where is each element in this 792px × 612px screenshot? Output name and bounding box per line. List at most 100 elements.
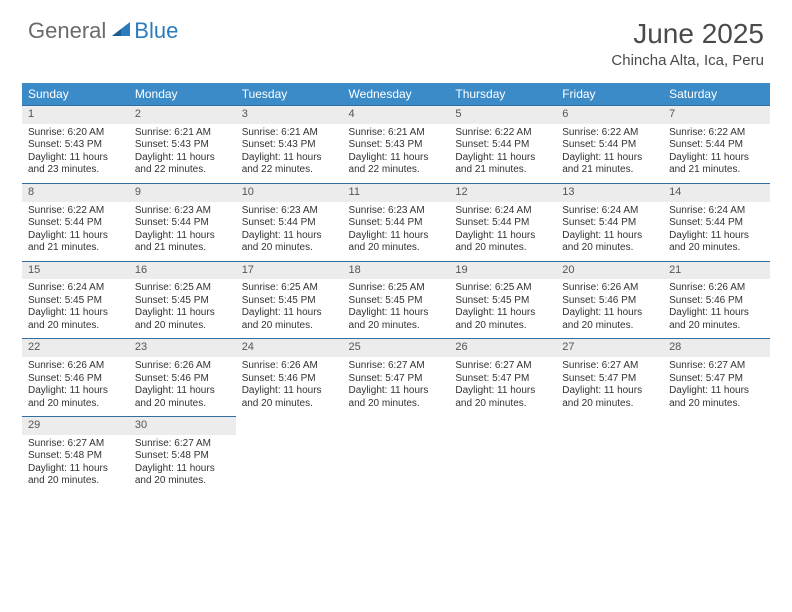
month-title: June 2025: [611, 18, 764, 50]
daylight-line: Daylight: 11 hours and 20 minutes.: [349, 307, 444, 332]
day-body: Sunrise: 6:25 AMSunset: 5:45 PMDaylight:…: [343, 279, 450, 338]
calendar-day-cell: 3Sunrise: 6:21 AMSunset: 5:43 PMDaylight…: [236, 105, 343, 183]
daylight-line: Daylight: 11 hours and 20 minutes.: [28, 463, 123, 488]
sunset-line: Sunset: 5:47 PM: [455, 373, 550, 386]
daylight-line: Daylight: 11 hours and 21 minutes.: [669, 152, 764, 177]
sunset-line: Sunset: 5:43 PM: [135, 139, 230, 152]
sunrise-line: Sunrise: 6:23 AM: [242, 205, 337, 218]
day-number: 4: [343, 105, 450, 124]
daylight-line: Daylight: 11 hours and 20 minutes.: [562, 230, 657, 255]
calendar-day-cell: 26Sunrise: 6:27 AMSunset: 5:47 PMDayligh…: [449, 338, 556, 416]
daylight-line: Daylight: 11 hours and 20 minutes.: [669, 385, 764, 410]
daylight-line: Daylight: 11 hours and 22 minutes.: [242, 152, 337, 177]
day-number: 23: [129, 338, 236, 357]
sunset-line: Sunset: 5:43 PM: [349, 139, 444, 152]
daylight-line: Daylight: 11 hours and 21 minutes.: [28, 230, 123, 255]
day-body: Sunrise: 6:27 AMSunset: 5:47 PMDaylight:…: [663, 357, 770, 416]
sunset-line: Sunset: 5:47 PM: [349, 373, 444, 386]
calendar: SundayMondayTuesdayWednesdayThursdayFrid…: [22, 83, 770, 494]
sunset-line: Sunset: 5:45 PM: [349, 295, 444, 308]
weekday-header: Tuesday: [236, 83, 343, 105]
day-body: Sunrise: 6:21 AMSunset: 5:43 PMDaylight:…: [129, 124, 236, 183]
calendar-day-cell: 22Sunrise: 6:26 AMSunset: 5:46 PMDayligh…: [22, 338, 129, 416]
day-number: 2: [129, 105, 236, 124]
daylight-line: Daylight: 11 hours and 21 minutes.: [135, 230, 230, 255]
daylight-line: Daylight: 11 hours and 20 minutes.: [669, 230, 764, 255]
calendar-day-cell: [449, 416, 556, 494]
sunrise-line: Sunrise: 6:25 AM: [135, 282, 230, 295]
title-block: June 2025 Chincha Alta, Ica, Peru: [611, 18, 764, 69]
calendar-day-cell: 20Sunrise: 6:26 AMSunset: 5:46 PMDayligh…: [556, 261, 663, 339]
sunrise-line: Sunrise: 6:27 AM: [135, 438, 230, 451]
sunrise-line: Sunrise: 6:26 AM: [242, 360, 337, 373]
daylight-line: Daylight: 11 hours and 20 minutes.: [135, 463, 230, 488]
sunrise-line: Sunrise: 6:25 AM: [349, 282, 444, 295]
day-number: 5: [449, 105, 556, 124]
weekday-header: Wednesday: [343, 83, 450, 105]
daylight-line: Daylight: 11 hours and 21 minutes.: [455, 152, 550, 177]
day-number: 28: [663, 338, 770, 357]
sunrise-line: Sunrise: 6:21 AM: [349, 127, 444, 140]
calendar-day-cell: 29Sunrise: 6:27 AMSunset: 5:48 PMDayligh…: [22, 416, 129, 494]
calendar-day-cell: [343, 416, 450, 494]
sunrise-line: Sunrise: 6:25 AM: [455, 282, 550, 295]
day-number: 9: [129, 183, 236, 202]
sunrise-line: Sunrise: 6:26 AM: [135, 360, 230, 373]
calendar-day-cell: 21Sunrise: 6:26 AMSunset: 5:46 PMDayligh…: [663, 261, 770, 339]
calendar-day-cell: 6Sunrise: 6:22 AMSunset: 5:44 PMDaylight…: [556, 105, 663, 183]
daylight-line: Daylight: 11 hours and 20 minutes.: [135, 307, 230, 332]
brand-word-2: Blue: [134, 18, 178, 44]
calendar-day-cell: 23Sunrise: 6:26 AMSunset: 5:46 PMDayligh…: [129, 338, 236, 416]
calendar-day-cell: 27Sunrise: 6:27 AMSunset: 5:47 PMDayligh…: [556, 338, 663, 416]
sunset-line: Sunset: 5:44 PM: [669, 217, 764, 230]
calendar-day-cell: 14Sunrise: 6:24 AMSunset: 5:44 PMDayligh…: [663, 183, 770, 261]
sunset-line: Sunset: 5:47 PM: [562, 373, 657, 386]
sunset-line: Sunset: 5:45 PM: [135, 295, 230, 308]
day-number: 14: [663, 183, 770, 202]
daylight-line: Daylight: 11 hours and 20 minutes.: [28, 307, 123, 332]
page-header: General Blue June 2025 Chincha Alta, Ica…: [0, 0, 792, 77]
day-body: Sunrise: 6:24 AMSunset: 5:44 PMDaylight:…: [449, 202, 556, 261]
sunrise-line: Sunrise: 6:27 AM: [562, 360, 657, 373]
day-number: 26: [449, 338, 556, 357]
sunrise-line: Sunrise: 6:26 AM: [28, 360, 123, 373]
calendar-day-cell: 17Sunrise: 6:25 AMSunset: 5:45 PMDayligh…: [236, 261, 343, 339]
day-body: Sunrise: 6:22 AMSunset: 5:44 PMDaylight:…: [663, 124, 770, 183]
sunset-line: Sunset: 5:45 PM: [242, 295, 337, 308]
day-body: Sunrise: 6:22 AMSunset: 5:44 PMDaylight:…: [449, 124, 556, 183]
day-number: 29: [22, 416, 129, 435]
day-body: Sunrise: 6:21 AMSunset: 5:43 PMDaylight:…: [343, 124, 450, 183]
day-body: Sunrise: 6:24 AMSunset: 5:44 PMDaylight:…: [663, 202, 770, 261]
sunset-line: Sunset: 5:44 PM: [242, 217, 337, 230]
sunrise-line: Sunrise: 6:22 AM: [562, 127, 657, 140]
sunrise-line: Sunrise: 6:24 AM: [562, 205, 657, 218]
sunset-line: Sunset: 5:44 PM: [135, 217, 230, 230]
sunrise-line: Sunrise: 6:20 AM: [28, 127, 123, 140]
day-number: 30: [129, 416, 236, 435]
brand-sail-icon: [110, 20, 132, 43]
sunset-line: Sunset: 5:46 PM: [28, 373, 123, 386]
sunrise-line: Sunrise: 6:21 AM: [135, 127, 230, 140]
sunset-line: Sunset: 5:44 PM: [562, 217, 657, 230]
sunset-line: Sunset: 5:44 PM: [455, 217, 550, 230]
day-body: Sunrise: 6:26 AMSunset: 5:46 PMDaylight:…: [22, 357, 129, 416]
calendar-day-cell: 25Sunrise: 6:27 AMSunset: 5:47 PMDayligh…: [343, 338, 450, 416]
day-body: Sunrise: 6:27 AMSunset: 5:47 PMDaylight:…: [343, 357, 450, 416]
day-number: 24: [236, 338, 343, 357]
daylight-line: Daylight: 11 hours and 20 minutes.: [242, 230, 337, 255]
sunrise-line: Sunrise: 6:24 AM: [28, 282, 123, 295]
calendar-week-row: 15Sunrise: 6:24 AMSunset: 5:45 PMDayligh…: [22, 261, 770, 339]
day-number: 13: [556, 183, 663, 202]
calendar-day-cell: 24Sunrise: 6:26 AMSunset: 5:46 PMDayligh…: [236, 338, 343, 416]
day-number: 27: [556, 338, 663, 357]
daylight-line: Daylight: 11 hours and 20 minutes.: [455, 307, 550, 332]
calendar-week-row: 22Sunrise: 6:26 AMSunset: 5:46 PMDayligh…: [22, 338, 770, 416]
calendar-day-cell: [663, 416, 770, 494]
sunset-line: Sunset: 5:46 PM: [135, 373, 230, 386]
sunset-line: Sunset: 5:48 PM: [135, 450, 230, 463]
sunset-line: Sunset: 5:45 PM: [455, 295, 550, 308]
daylight-line: Daylight: 11 hours and 20 minutes.: [562, 307, 657, 332]
day-body: Sunrise: 6:27 AMSunset: 5:48 PMDaylight:…: [22, 435, 129, 494]
calendar-day-cell: 2Sunrise: 6:21 AMSunset: 5:43 PMDaylight…: [129, 105, 236, 183]
calendar-week-row: 8Sunrise: 6:22 AMSunset: 5:44 PMDaylight…: [22, 183, 770, 261]
